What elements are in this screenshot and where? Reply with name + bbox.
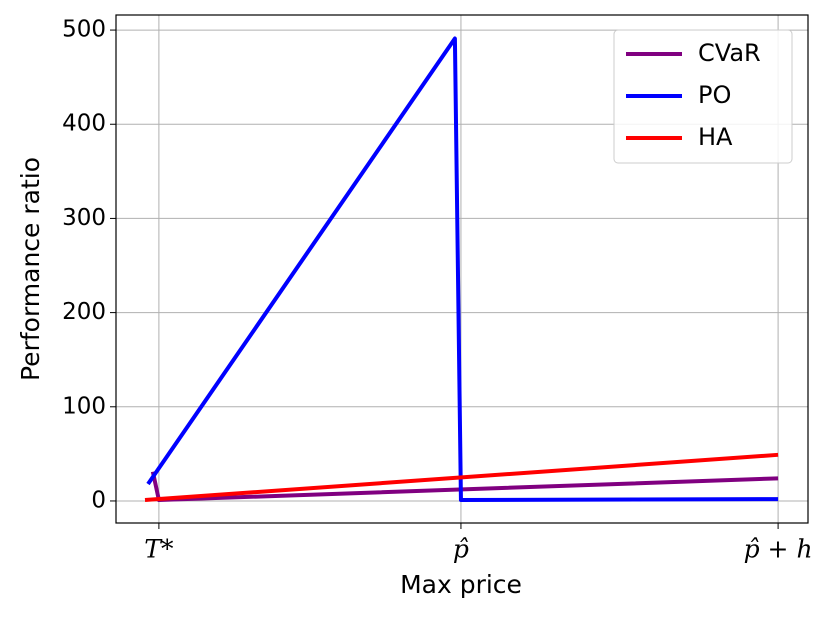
x-tick-label: p̂ + h <box>744 535 813 564</box>
y-tick-label: 300 <box>62 205 106 231</box>
y-axis-label: Performance ratio <box>16 157 45 381</box>
y-tick-label: 200 <box>62 299 106 325</box>
y-tick-label: 500 <box>62 17 106 43</box>
x-axis-label: Max price <box>400 570 522 599</box>
legend-box <box>613 29 793 164</box>
y-tick-label: 100 <box>62 393 106 419</box>
legend-label: CVaR <box>698 39 761 67</box>
x-tick-label: T* <box>144 535 174 564</box>
y-tick-label: 400 <box>62 111 106 137</box>
legend-label: HA <box>698 123 733 151</box>
legend-label: PO <box>698 81 731 109</box>
y-tick-label: 0 <box>91 487 106 513</box>
x-tick-label: p̂ <box>453 535 469 564</box>
plot-frame <box>115 14 809 524</box>
line-series <box>144 452 779 503</box>
line-series <box>146 36 779 503</box>
